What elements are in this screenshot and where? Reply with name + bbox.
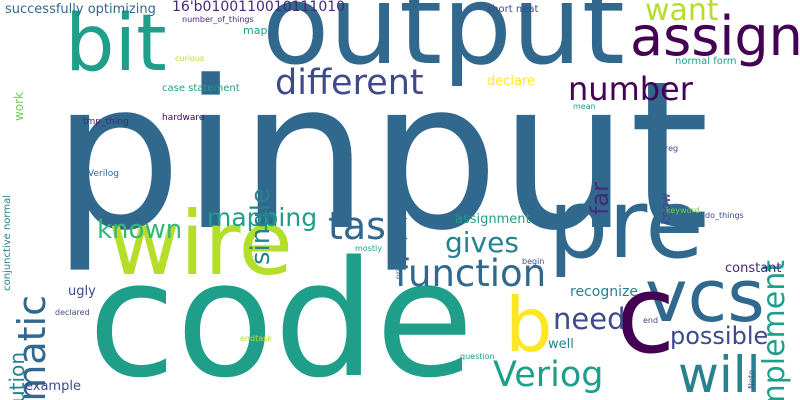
word-constant: constant [725,261,782,276]
word-programmers: programmers [394,225,403,280]
word-different: different [275,63,424,103]
word-tmp-thing: tmp_thing [83,117,129,127]
word-mean: mean [573,102,596,111]
word-map: map [243,24,268,37]
word-number-of-things: number_of_things [182,15,254,24]
word-recognize: recognize [570,284,638,300]
word-want: want [645,0,719,28]
word-declare: declare [487,74,536,89]
word-c: c [616,253,676,378]
word-do-things: do_things [705,211,744,220]
word-endtask: endtask [240,334,272,343]
word-solution: solution [5,352,29,400]
word-assignment: assignment [455,212,531,227]
word-gives: gives [445,226,519,259]
word-code: code [88,226,474,400]
word-end: end [643,316,659,325]
word-bit: bit [65,0,167,89]
word-curious: curious [175,54,205,63]
word-normal-form: normal form [675,56,737,67]
word-pinput: pinput [52,38,710,276]
word-need: need [553,302,626,336]
word-output: output [262,0,625,89]
word-vcs: vcs [645,254,765,338]
word-short-neat: short neat [487,4,539,15]
word-site: site [333,205,348,214]
word-pre: pre [548,170,704,280]
word-begin: begin [522,257,545,266]
word-wire: wire [108,192,293,295]
word-16-b0100110010111010: 16'b0100110010111010 [172,0,346,15]
word-will: will [678,346,761,400]
word-hardware: hardware [162,113,205,123]
word-case-statement: case statement [162,83,240,94]
word-well: well [548,337,574,352]
word-task: task [328,204,408,248]
word-note: Note [747,370,756,389]
word-successfully-optimizing: successfully optimizing [5,2,156,17]
word-reg: reg [665,144,679,153]
word-declared: declared [55,308,90,317]
word-single: single [246,188,276,265]
word-known: known [97,215,183,245]
word-veriog: Veriog [493,355,604,395]
word-work: work [12,92,26,122]
word-question: question [460,352,495,361]
word-possible: possible [670,322,769,350]
word-conjunctive-normal: conjunctive normal [2,195,13,291]
word-verilog: Verilog [88,169,119,179]
word-mapping: mapping [207,203,318,232]
word-example: example [25,379,81,394]
word-number: number [568,70,693,108]
word-ugly: ugly [68,284,96,299]
word-function: function [395,252,547,295]
word-far: far [586,182,614,216]
word-b: b [505,281,553,369]
word-mostly: mostly [355,244,382,253]
word-assign: assign [630,5,800,68]
word-keyword: keyword [666,206,700,215]
